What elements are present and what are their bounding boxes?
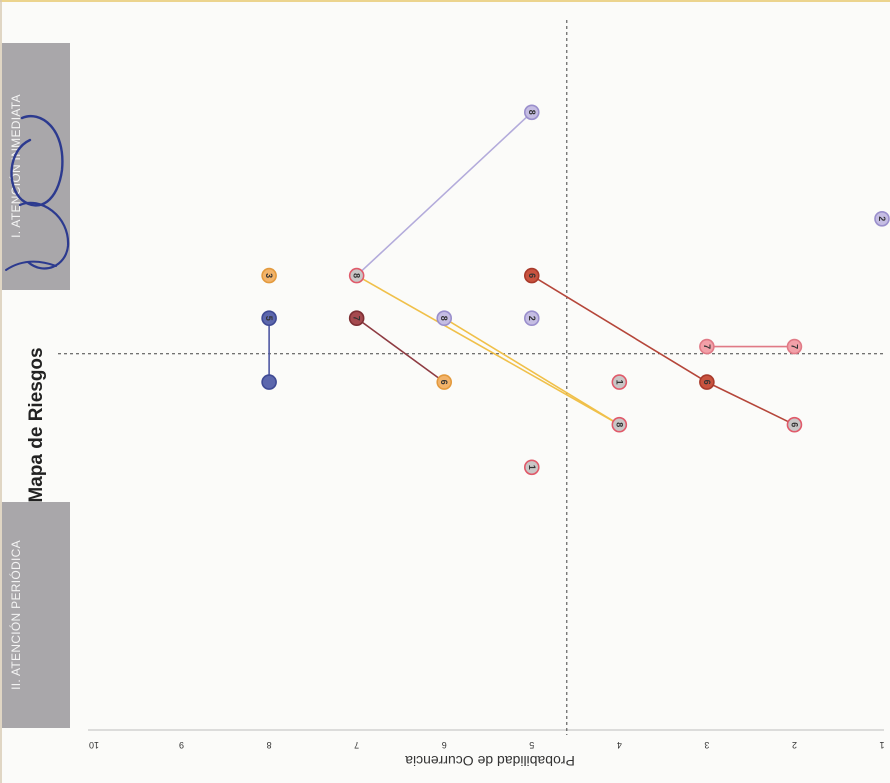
risk-point-label: 2 [527,316,537,321]
risk-point: 8 [523,104,540,121]
risk-connection-line [356,111,533,277]
risk-point: 2 [523,310,540,327]
risk-point: 1 [523,459,540,476]
probability-tick-label: 3 [704,740,709,750]
risk-point: 8 [436,310,453,327]
risk-point-label: 6 [702,380,712,385]
handwritten-circle-scribble [5,115,70,271]
risk-point-label: 3 [264,273,274,278]
risk-point: 6 [436,374,453,390]
risk-point-label: 6 [439,380,449,385]
risk-point [261,374,277,390]
risk-point-label: 7 [702,344,712,349]
risk-point-label: 6 [527,273,537,278]
risk-point-marker [523,310,540,327]
risk-point-label: 1 [614,380,624,385]
risk-connection-line [706,381,795,426]
zone-label-immediate: I. ATENCIÓN INMEDIATA [8,94,23,238]
risk-point-label: 8 [527,110,537,115]
risk-point-label: 8 [614,422,624,427]
risk-connections [268,111,795,426]
risk-point-marker [261,310,277,327]
probability-axis-ticks: 10 9 8 7 6 5 4 3 2 1 [89,740,885,750]
risk-point-marker [348,310,365,327]
risk-point-label: 7 [789,344,799,349]
risk-point: 7 [699,338,715,355]
risk-point-marker [874,211,890,227]
risk-point: 8 [348,267,365,284]
risk-point-marker [611,374,628,390]
risk-point-label: 1 [527,465,537,470]
risk-point-marker [786,338,803,355]
risk-points: 8 2 3 8 6 5 7 8 2 7 7 6 1 6 8 6 1 [261,104,890,476]
risk-connection-line [356,274,620,426]
risk-connection-line [531,274,708,383]
risk-point-label: 2 [877,216,887,221]
zone-bar-periodic [2,502,70,728]
risk-point-marker [786,416,803,433]
probability-tick-label: 10 [89,740,99,750]
chart-title: Mapa de Riesgos [26,347,47,502]
probability-tick-label: 2 [792,740,797,750]
risk-point-marker [699,338,715,355]
zone-label-periodic: II. ATENCIÓN PERIÓDICA [8,540,23,690]
probability-tick-label: 9 [179,740,184,750]
risk-point: 1 [611,374,628,390]
risk-point-marker [436,374,453,390]
risk-point: 3 [261,267,277,284]
probability-tick-label: 5 [529,740,534,750]
risk-connection-line [443,317,620,426]
risk-point-marker [436,310,453,327]
probability-tick-label: 6 [442,740,447,750]
risk-point: 7 [348,310,365,327]
risk-point-marker [261,267,277,284]
probability-tick-label: 8 [267,740,272,750]
probability-tick-label: 4 [617,740,622,750]
risk-point: 2 [874,211,890,227]
zone-bar-immediate [2,43,70,290]
risk-point: 7 [786,338,803,355]
risk-point-marker [523,459,540,476]
risk-point-label: 7 [352,316,362,321]
risk-point-marker [348,267,365,284]
risk-point: 6 [699,374,715,390]
risk-point-label: 5 [264,316,274,321]
risk-point: 5 [261,310,277,327]
probability-axis-title: Probabilidad de Ocurrencia [405,753,575,769]
risk-point-marker [699,374,715,390]
risk-point-marker [611,416,628,433]
risk-point-label: 6 [789,422,799,427]
risk-point: 6 [786,416,803,433]
risk-point-label: 8 [439,316,449,321]
risk-point-label: 8 [352,273,362,278]
risk-point: 6 [523,267,540,284]
risk-point-marker [523,267,540,284]
risk-point-marker [261,374,277,390]
risk-point-marker [523,104,540,121]
risk-point: 8 [611,416,628,433]
probability-tick-label: 1 [879,740,884,750]
risk-connection-line [356,317,445,383]
probability-tick-label: 7 [354,740,359,750]
